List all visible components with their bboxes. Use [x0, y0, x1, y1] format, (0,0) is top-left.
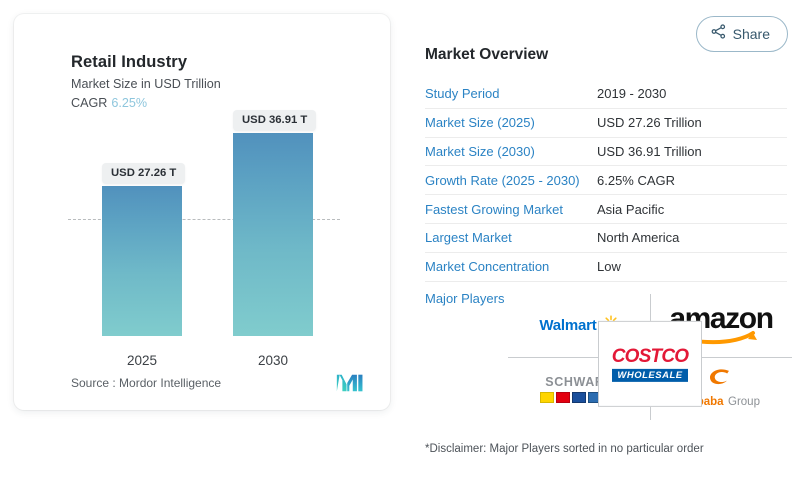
- market-overview-panel: Market Overview Study Period 2019 - 2030…: [425, 46, 787, 306]
- major-players-logo-grid: Walmart amazon: [508, 294, 792, 420]
- row-key: Market Size (2025): [425, 115, 535, 131]
- walmart-wordmark: Walmart: [539, 317, 597, 334]
- table-row: Largest Market North America: [425, 224, 787, 253]
- alibaba-swirl-icon: [710, 369, 729, 385]
- table-row: Market Size (2025) USD 27.26 Trillion: [425, 109, 787, 138]
- row-key: Largest Market: [425, 230, 512, 246]
- row-key: Study Period: [425, 86, 500, 102]
- chart-cagr: CAGR 6.25%: [71, 96, 147, 110]
- bar-chart-plot: USD 27.26 T USD 36.91 T 2025 2030: [14, 110, 390, 374]
- row-key: Market Concentration: [425, 259, 550, 275]
- chart-card: Retail Industry Market Size in USD Trill…: [14, 14, 390, 410]
- costco-wordmark: COSTCO: [611, 345, 689, 367]
- table-row: Fastest Growing Market Asia Pacific: [425, 195, 787, 224]
- chart-title: Retail Industry: [71, 53, 188, 71]
- overview-title: Market Overview: [425, 46, 549, 63]
- schwarz-wordmark: SCHWARZ: [545, 374, 613, 389]
- major-players-label: Major Players: [425, 290, 505, 306]
- source-row: Source : Mordor Intelligence: [71, 374, 364, 392]
- chart-subtitle: Market Size in USD Trillion: [71, 77, 221, 91]
- row-key: Growth Rate (2025 - 2030): [425, 172, 580, 188]
- share-label: Share: [732, 26, 770, 42]
- row-value: Asia Pacific: [597, 201, 665, 217]
- source-text: Source : Mordor Intelligence: [71, 376, 222, 390]
- table-row: Growth Rate (2025 - 2030) 6.25% CAGR: [425, 166, 787, 196]
- row-value: 2019 - 2030: [597, 86, 667, 102]
- disclaimer-text: *Disclaimer: Major Players sorted in no …: [425, 443, 704, 455]
- alibaba-group-word: Group: [728, 396, 760, 408]
- bar-2025[interactable]: [102, 186, 182, 336]
- share-button[interactable]: Share: [695, 16, 788, 52]
- cagr-value: 6.25%: [111, 96, 148, 110]
- cagr-label: CAGR: [71, 96, 108, 110]
- share-nodes-icon: [711, 24, 726, 44]
- bar-value-label-2030: USD 36.91 T: [233, 110, 317, 131]
- row-value: USD 27.26 Trillion: [597, 115, 702, 131]
- bar-2030[interactable]: [233, 133, 313, 336]
- row-value: Low: [597, 259, 621, 275]
- reference-gridline: [68, 219, 340, 220]
- table-row: Market Size (2030) USD 36.91 Trillion: [425, 138, 787, 167]
- x-axis-tick-2025: 2025: [126, 353, 158, 368]
- row-value: USD 36.91 Trillion: [597, 143, 702, 159]
- row-key: Market Size (2030): [425, 143, 535, 159]
- mordor-intelligence-logo: [336, 374, 364, 392]
- table-row: Market Concentration Low: [425, 253, 787, 282]
- row-key: Fastest Growing Market: [425, 201, 563, 217]
- player-cell-costco: COSTCO WHOLESALE: [598, 320, 702, 407]
- costco-wholesale-banner: WHOLESALE: [611, 368, 689, 382]
- table-row: Study Period 2019 - 2030: [425, 80, 787, 109]
- bar-value-label-2025: USD 27.26 T: [102, 163, 186, 184]
- x-axis-tick-2030: 2030: [257, 353, 289, 368]
- row-value: 6.25% CAGR: [597, 172, 676, 188]
- row-value: North America: [597, 230, 680, 246]
